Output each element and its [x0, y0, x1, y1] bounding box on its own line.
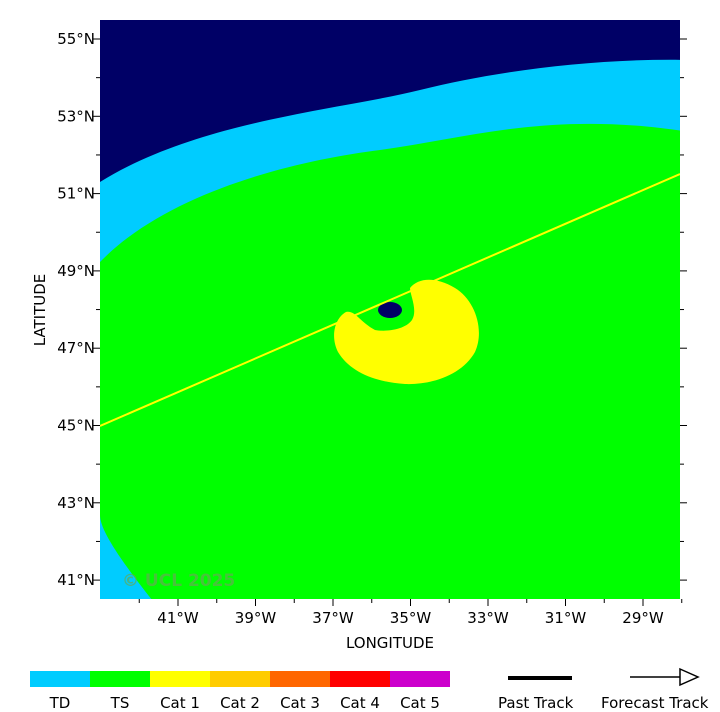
x-tick-label: 31°W [545, 609, 587, 627]
y-tick-label: 47°N [57, 339, 95, 357]
legend-label: Cat 1 [160, 694, 200, 712]
x-tick-label: 29°W [622, 609, 664, 627]
legend-swatch [330, 671, 390, 687]
past-track-label: Past Track [498, 694, 574, 712]
past-track-legend [508, 676, 572, 680]
axis-ticks: 41°W 39°W 37°W 35°W 33°W 31°W 29°W 55°N 53°N 51°N… [57, 30, 687, 627]
legend-label: Cat 4 [340, 694, 380, 712]
y-tick-label: 45°N [57, 417, 95, 435]
x-tick-label: 37°W [312, 609, 354, 627]
y-tick-label: 55°N [57, 30, 95, 48]
x-tick-label: 41°W [157, 609, 199, 627]
legend-swatch [150, 671, 210, 687]
wind-field-layers [100, 20, 680, 599]
forecast-track-line [100, 173, 680, 427]
y-tick-label: 43°N [57, 494, 95, 512]
legend-label: TD [49, 694, 71, 712]
y-tick-label: 53°N [57, 107, 95, 125]
storm-core [378, 302, 402, 318]
y-tick-label: 49°N [57, 262, 95, 280]
legend-label: Cat 5 [400, 694, 440, 712]
legend-swatch [390, 671, 450, 687]
y-axis-label: LATITUDE [31, 274, 49, 347]
legend-swatch [270, 671, 330, 687]
y-tick-label: 41°N [57, 571, 95, 589]
forecast-track-legend [630, 667, 700, 687]
watermark: © UCL 2025 [122, 571, 235, 591]
legend-swatch [90, 671, 150, 687]
cat1-wind-region [334, 279, 479, 385]
x-tick-label: 39°W [235, 609, 277, 627]
x-tick-label: 35°W [390, 609, 432, 627]
legend-label: Cat 2 [220, 694, 260, 712]
y-tick-label: 51°N [57, 185, 95, 203]
x-axis-label: LONGITUDE [346, 634, 434, 652]
forecast-track-label: Forecast Track [601, 694, 709, 712]
legend-label: TS [110, 694, 130, 712]
legend-swatch [210, 671, 270, 687]
x-tick-label: 33°W [467, 609, 509, 627]
legend-swatch [30, 671, 90, 687]
legend-label: Cat 3 [280, 694, 320, 712]
